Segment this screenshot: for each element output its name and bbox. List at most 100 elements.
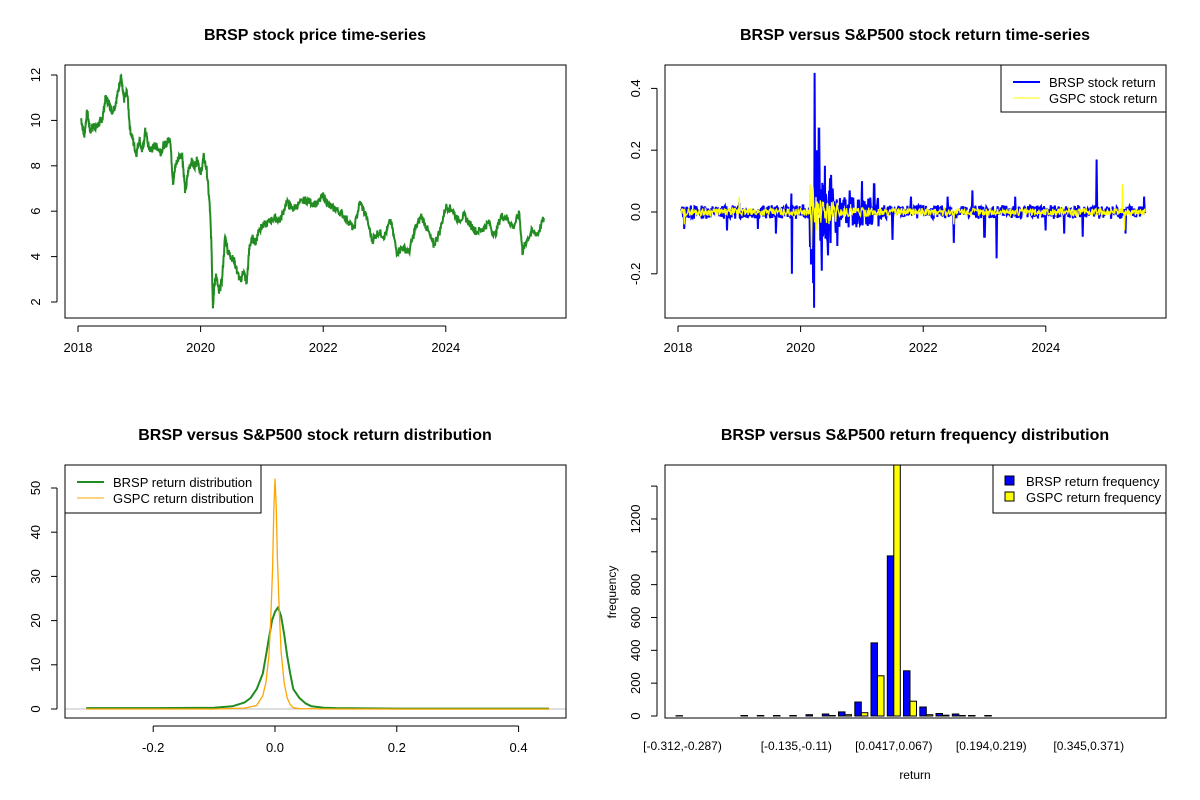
legend-label-gspc: GSPC return frequency — [1026, 490, 1162, 505]
y-tick-label: 200 — [628, 672, 643, 694]
brsp-bar — [935, 713, 943, 717]
x-tick-label: 2022 — [309, 340, 338, 355]
y-tick-label: -0.2 — [628, 263, 643, 285]
legend-box — [64, 464, 262, 514]
brsp-bar — [756, 715, 765, 717]
gspc-bar — [925, 714, 934, 717]
y-tick-label: 0.0 — [628, 203, 643, 221]
gspc-bar — [942, 714, 950, 717]
y-axis: 2 4 6 8 10 12 — [28, 68, 58, 306]
panel-density: BRSP versus S&P500 stock return distribu… — [28, 427, 567, 755]
legend-swatch-gspc — [1004, 491, 1015, 502]
x-tick-label: 2020 — [786, 340, 815, 355]
x-tick-label: -0.2 — [142, 740, 164, 755]
legend-label-brsp: BRSP stock return — [1049, 75, 1156, 90]
x-category-label: [0.0417,0.067) — [855, 739, 932, 753]
legend-label-gspc: GSPC return distribution — [113, 491, 254, 506]
brsp-bar — [870, 642, 878, 717]
price-line — [80, 73, 545, 309]
legend: BRSP stock return GSPC stock return — [1000, 64, 1167, 113]
y-axis: -0.2 0.0 0.2 0.4 — [628, 79, 658, 285]
y-tick-label: 800 — [628, 574, 643, 596]
y-tick-label: 10 — [28, 658, 43, 672]
legend: BRSP return distribution GSPC return dis… — [64, 464, 262, 514]
y-axis: 0 200 400 600 800 1200 — [628, 485, 658, 720]
panel-returns: BRSP versus S&P500 stock return time-ser… — [628, 27, 1167, 355]
panel-histogram: BRSP versus S&P500 return frequency dist… — [605, 427, 1167, 782]
y-axis-label: frequency — [605, 566, 619, 619]
y-tick-label: 6 — [28, 208, 43, 215]
gspc-bar — [893, 465, 901, 717]
gspc-bar — [860, 712, 869, 717]
brsp-bar — [903, 670, 911, 717]
gspc-density-line — [86, 478, 549, 710]
plot-frame — [64, 64, 567, 319]
brsp-bar — [805, 714, 813, 717]
brsp-bar — [838, 711, 846, 717]
y-tick-label: 20 — [28, 613, 43, 627]
legend-label-brsp: BRSP return frequency — [1026, 474, 1160, 489]
brsp-bar — [968, 715, 976, 717]
series-layer — [680, 72, 1147, 308]
gspc-bar — [958, 715, 966, 717]
legend-swatch-brsp — [1004, 475, 1015, 486]
gspc-return-line — [680, 184, 1146, 250]
x-category-label: [0.194,0.219) — [956, 739, 1027, 753]
y-tick-label: 50 — [28, 481, 43, 495]
brsp-bar — [886, 555, 895, 717]
chart-title: BRSP versus S&P500 return frequency dist… — [721, 427, 1109, 444]
x-tick-label: 0.4 — [510, 740, 528, 755]
brsp-bar — [821, 713, 830, 717]
x-axis: -0.2 0.0 0.2 0.4 — [142, 725, 528, 755]
y-axis: 0 10 20 30 40 50 — [28, 481, 58, 713]
x-tick-label: 2022 — [909, 340, 938, 355]
brsp-bar — [984, 715, 992, 717]
x-tick-label: 2018 — [664, 340, 693, 355]
brsp-density-line — [86, 606, 549, 710]
gspc-bar — [844, 714, 852, 717]
gspc-bar — [909, 700, 917, 717]
brsp-bar — [951, 713, 960, 717]
plot-frame — [664, 64, 1167, 319]
y-tick-label: 12 — [28, 68, 43, 82]
x-category-label: [-0.135,-0.11) — [761, 739, 832, 753]
y-tick-label: 10 — [28, 113, 43, 127]
chart-title: BRSP versus S&P500 stock return distribu… — [138, 427, 492, 444]
y-tick-label: 0 — [28, 705, 43, 712]
brsp-bar — [789, 715, 797, 717]
brsp-bar — [773, 715, 781, 717]
y-tick-label: 2 — [28, 298, 43, 305]
legend-label-brsp: BRSP return distribution — [113, 475, 252, 490]
y-tick-label: 0.2 — [628, 141, 643, 159]
gspc-bar — [877, 675, 885, 717]
y-tick-label: 1200 — [628, 504, 643, 533]
x-axis: [-0.312,-0.287) [-0.135,-0.11) [0.0417,0.0… — [643, 739, 1124, 753]
legend-box — [1000, 64, 1167, 113]
x-tick-label: 2018 — [64, 340, 93, 355]
y-tick-label: 0 — [628, 712, 643, 719]
y-tick-label: 40 — [28, 525, 43, 539]
x-axis: 2018 2020 2022 2024 — [64, 325, 460, 355]
legend-box — [992, 464, 1167, 514]
y-tick-label: 4 — [28, 253, 43, 260]
x-category-label: [-0.312,-0.287) — [643, 739, 722, 753]
x-category-label: [0.345,0.371) — [1053, 739, 1124, 753]
panel-price: BRSP stock price time-series 2018 2020 202… — [28, 27, 567, 355]
plot-frame — [64, 464, 567, 719]
bar-group — [675, 465, 992, 717]
series-layer — [675, 465, 992, 717]
gspc-bar — [828, 715, 836, 717]
brsp-bar — [919, 706, 927, 717]
brsp-bar — [740, 715, 748, 717]
x-axis-label: return — [899, 768, 930, 782]
x-tick-label: 0.0 — [266, 740, 284, 755]
x-tick-label: 2020 — [186, 340, 215, 355]
x-tick-label: 2024 — [1031, 340, 1060, 355]
y-tick-label: 0.4 — [628, 79, 643, 97]
brsp-bar — [854, 701, 862, 717]
chart-title: BRSP stock price time-series — [204, 27, 426, 44]
x-axis: 2018 2020 2022 2024 — [664, 325, 1060, 355]
x-tick-label: 0.2 — [388, 740, 406, 755]
y-tick-label: 8 — [28, 162, 43, 169]
